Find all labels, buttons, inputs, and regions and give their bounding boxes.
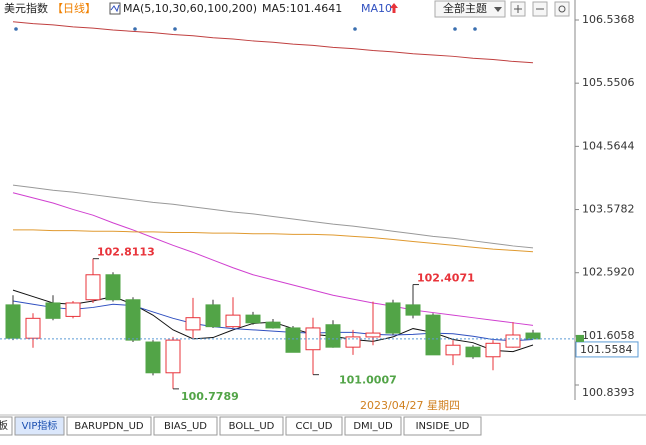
candle-body [105,274,121,301]
ma5-value: MA5:101.4641 [262,2,342,15]
ma10-label: MA10 [361,2,392,15]
candle-body [145,341,161,374]
candle-body [265,321,281,329]
theme-button[interactable] [434,0,506,18]
y-tick-label: 103.5782 [582,203,635,216]
candle-body [65,302,81,317]
candle-body [25,317,41,339]
candle-body [525,332,541,340]
candle-body [165,339,181,374]
candle-body [225,314,241,328]
candle-body [365,332,381,338]
dropdown-arrow [494,7,502,12]
tab[interactable] [285,416,343,436]
y-tick-label: 102.5920 [582,266,635,279]
chart-title: 美元指数 [4,1,48,15]
annotation: 102.4071 [417,272,475,285]
tab[interactable] [219,416,284,436]
theme-button-label: 全部主题 [443,1,487,15]
annotation: 101.0007 [339,374,397,387]
candle-body [125,299,141,341]
ma-line [12,192,534,326]
tab-label: CCI_UD [296,421,333,432]
y-tick-label: 105.5506 [582,76,635,89]
tab-label: BARUPDN_UD [74,421,143,432]
settings-icon [558,5,566,13]
candle-body [465,346,481,358]
candle-body [325,324,341,348]
candle-body [505,334,521,348]
price-tag-label: 101.5584 [580,343,633,356]
price-tag-marker [576,334,584,342]
date-label: 2023/04/27 星期四 [360,399,460,412]
candle-body [445,344,461,356]
ma-params: MA(5,10,30,60,100,200) [123,2,257,15]
tab[interactable] [344,416,402,436]
tab-label: 板 [0,419,8,432]
candle-body [45,302,61,319]
tab[interactable] [153,416,218,436]
price-tag [575,341,639,358]
tab-label: BIAS_UD [164,421,207,432]
tab[interactable] [0,416,13,436]
ma-icon [110,4,120,13]
candle-body [405,304,421,316]
tab-label: INSIDE_UD [416,421,470,432]
ma-line [12,300,534,342]
tab-bar: 板 VIP指标 BARUPDN_UD BIAS_UD BOLL_UD CCI_UD DMI_… [0,416,482,436]
ma-line [12,184,534,249]
tab-label: BOLL_UD [229,421,275,432]
up-arrow [390,3,398,13]
tab-label: VIP指标 [22,419,58,432]
event-markers [14,27,477,31]
y-tick-label: 101.6058 [582,329,635,342]
candle-body [485,342,501,358]
candle-body [345,336,361,348]
candle-body [245,314,261,324]
ma-line [12,21,534,64]
plus-icon [514,5,522,13]
tab[interactable] [14,416,65,436]
tab[interactable] [66,416,152,436]
ma-line [13,229,534,253]
candle-body [85,274,101,301]
tab-label: DMI_UD [353,421,393,432]
candle-body [425,314,441,356]
period: 【日线】 [52,1,96,15]
candle-body [185,317,201,331]
y-tick-label: 106.5368 [582,13,635,26]
candle-body [285,327,301,353]
y-tick-label: 104.5644 [582,139,635,152]
candle-body [385,302,401,334]
annotation: 100.7789 [181,390,239,403]
annotation: 102.8113 [97,246,155,259]
plot-area [0,21,575,389]
y-tick-label: 100.8393 [582,386,635,399]
candle-body [205,304,221,328]
candle-body [5,304,21,339]
tab[interactable] [403,416,482,436]
settings-button[interactable] [554,1,570,17]
